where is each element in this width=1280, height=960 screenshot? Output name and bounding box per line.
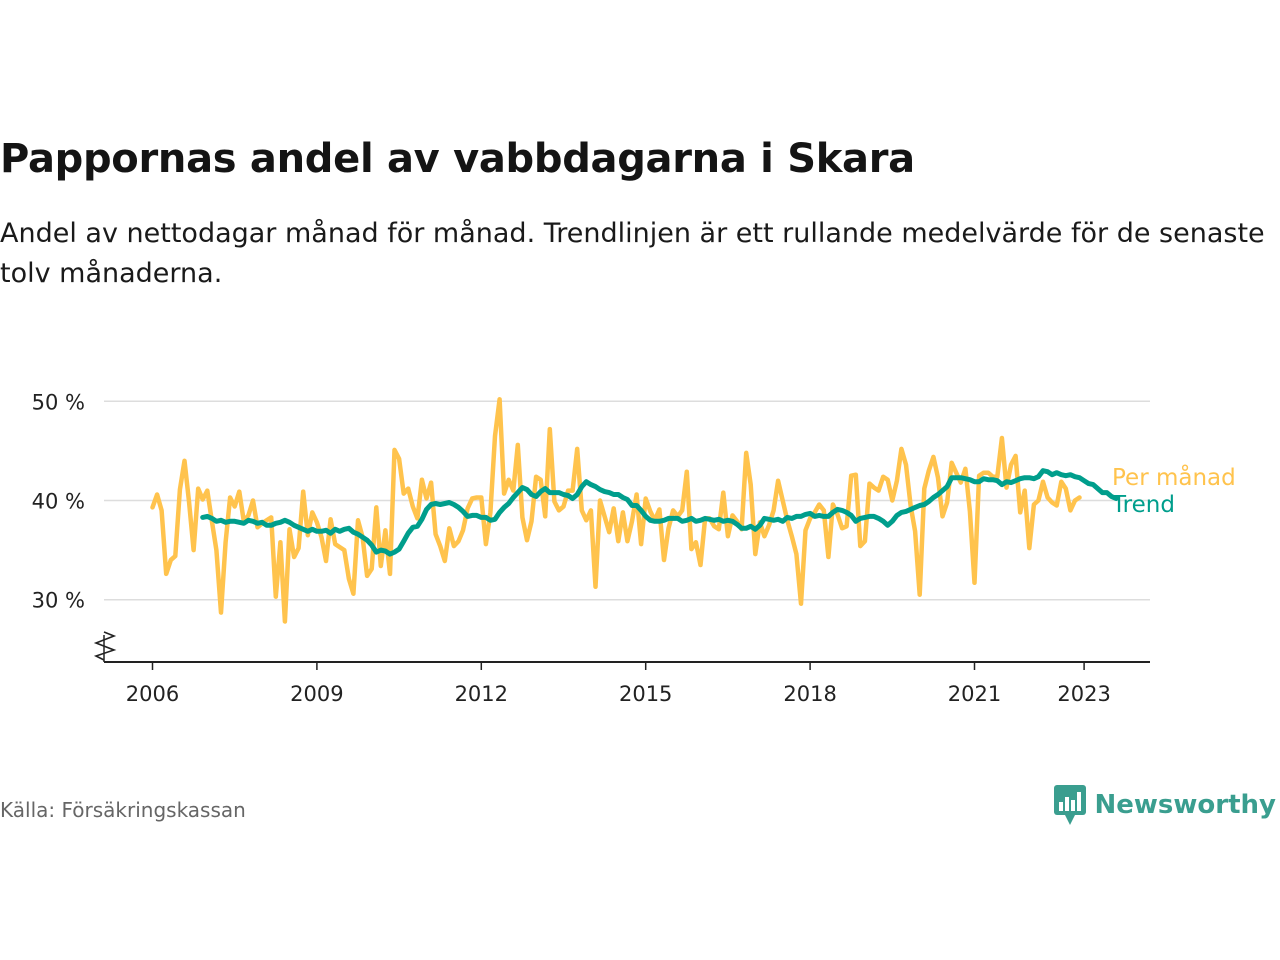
chart-title: Pappornas andel av vabbdagarna i Skara [0, 136, 915, 182]
legend-label-1: Trend [1111, 492, 1175, 518]
x-tick-label: 2015 [619, 682, 672, 706]
series-line-0 [150, 397, 1082, 624]
y-axis-ticks: 30 % 40 % 50 % [32, 390, 85, 612]
x-tick-label: 2021 [948, 682, 1001, 706]
y-tick-label: 40 % [32, 490, 85, 514]
x-tick-label: 2023 [1057, 682, 1110, 706]
newsworthy-logo-icon [1053, 785, 1086, 825]
brand-name: Newsworthy [1094, 790, 1276, 820]
x-tick-label: 2006 [126, 682, 179, 706]
y-tick-label: 50 % [32, 390, 85, 414]
legend-label-0: Per månad [1112, 463, 1236, 491]
line-chart: 30 % 40 % 50 % 2006 2009 2012 2015 2018 2021 202… [32, 390, 1236, 706]
source-note: Källa: Försäkringskassan [0, 798, 246, 822]
chart-subtitle: Andel av nettodagar månad för månad. Tre… [0, 218, 1265, 289]
brand-logo: Newsworthy [1053, 782, 1276, 828]
axis-break-icon [93, 631, 117, 661]
x-tick-label: 2009 [290, 682, 343, 706]
y-tick-label: 30 % [32, 589, 85, 613]
x-axis: 2006 2009 2012 2015 2018 2021 2023 [93, 631, 1150, 706]
series-line-1 [200, 468, 1119, 557]
x-tick-label: 2012 [455, 682, 508, 706]
x-tick-label: 2018 [783, 682, 836, 706]
series-layer [150, 397, 1119, 624]
